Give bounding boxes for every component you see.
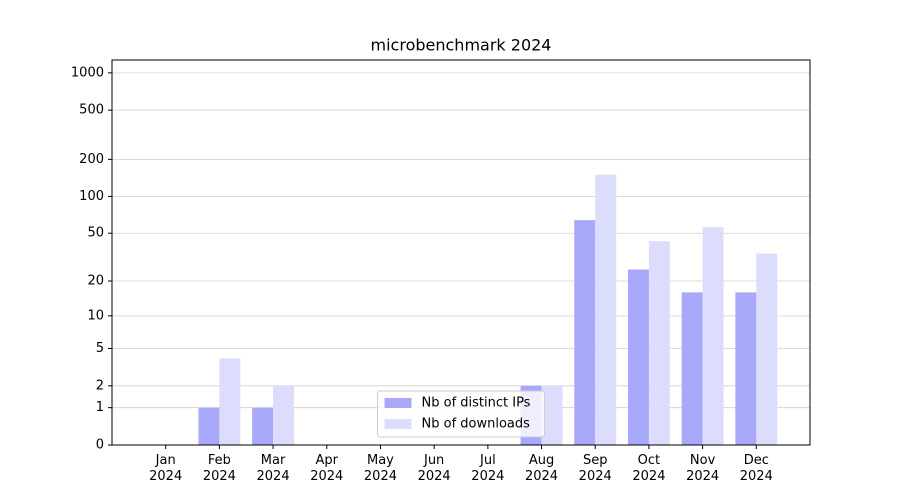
y-tick-label: 1000: [71, 65, 104, 80]
x-tick-label: Aug 2024: [524, 453, 559, 484]
y-tick-label: 2: [96, 378, 104, 393]
y-tick-label: 10: [87, 308, 104, 323]
bar: [681, 292, 703, 445]
legend-label: Nb of downloads: [422, 417, 531, 432]
x-tick-label: Jul 2024: [471, 453, 505, 484]
legend-box: [377, 390, 545, 438]
bar: [627, 269, 649, 445]
x-tick-label: Oct 2024: [632, 453, 666, 484]
x-tick-label: Jan 2024: [149, 453, 183, 484]
x-tick-label: Apr 2024: [310, 453, 344, 484]
y-tick-label: 50: [87, 226, 104, 241]
bar: [273, 385, 295, 445]
bar: [198, 407, 220, 445]
legend-swatch: [384, 398, 412, 408]
plot-frame: [111, 59, 811, 446]
x-tick-label: May 2024: [363, 453, 397, 484]
bar: [541, 385, 563, 445]
x-tick-label: Sep 2024: [578, 453, 612, 484]
bar: [595, 174, 617, 445]
x-tick-label: Jun 2024: [417, 453, 451, 484]
bar: [735, 292, 757, 445]
x-tick-label: Feb 2024: [202, 453, 236, 484]
bar: [702, 227, 724, 445]
bar: [219, 358, 241, 445]
x-tick-label: Dec 2024: [739, 453, 773, 484]
legend: Nb of distinct IPs Nb of downloads: [377, 390, 545, 438]
chart-title: microbenchmark 2024: [371, 36, 552, 55]
legend-swatch: [384, 419, 412, 429]
bar: [574, 220, 596, 445]
x-tick-label: Nov 2024: [686, 453, 720, 484]
y-tick-label: 100: [79, 189, 104, 204]
bar: [648, 241, 670, 445]
y-tick-label: 0: [96, 438, 104, 453]
x-tick-label: Mar 2024: [256, 453, 290, 484]
y-tick-label: 5: [96, 341, 104, 356]
bar: [756, 253, 778, 445]
y-tick-label: 1: [96, 400, 104, 415]
y-tick-label: 200: [79, 152, 104, 167]
legend-label: Nb of distinct IPs: [422, 396, 531, 411]
y-tick-label: 500: [79, 103, 104, 118]
bar: [252, 407, 274, 445]
y-tick-label: 20: [87, 274, 104, 289]
